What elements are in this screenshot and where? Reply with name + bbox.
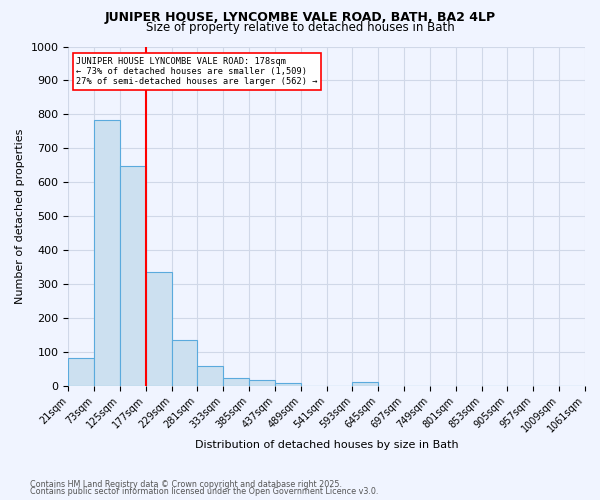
Bar <box>352 382 379 386</box>
Bar <box>223 378 249 386</box>
Bar <box>68 358 94 386</box>
Text: Contains HM Land Registry data © Crown copyright and database right 2025.: Contains HM Land Registry data © Crown c… <box>30 480 342 489</box>
Text: JUNIPER HOUSE, LYNCOMBE VALE ROAD, BATH, BA2 4LP: JUNIPER HOUSE, LYNCOMBE VALE ROAD, BATH,… <box>104 11 496 24</box>
Text: Contains public sector information licensed under the Open Government Licence v3: Contains public sector information licen… <box>30 487 379 496</box>
Bar <box>94 120 120 386</box>
Text: Size of property relative to detached houses in Bath: Size of property relative to detached ho… <box>146 22 454 35</box>
Bar <box>197 366 223 386</box>
Bar <box>249 380 275 386</box>
Bar <box>146 272 172 386</box>
Y-axis label: Number of detached properties: Number of detached properties <box>15 128 25 304</box>
Text: JUNIPER HOUSE LYNCOMBE VALE ROAD: 178sqm
← 73% of detached houses are smaller (1: JUNIPER HOUSE LYNCOMBE VALE ROAD: 178sqm… <box>76 56 317 86</box>
X-axis label: Distribution of detached houses by size in Bath: Distribution of detached houses by size … <box>195 440 458 450</box>
Bar <box>172 340 197 386</box>
Bar <box>120 166 146 386</box>
Bar <box>275 382 301 386</box>
